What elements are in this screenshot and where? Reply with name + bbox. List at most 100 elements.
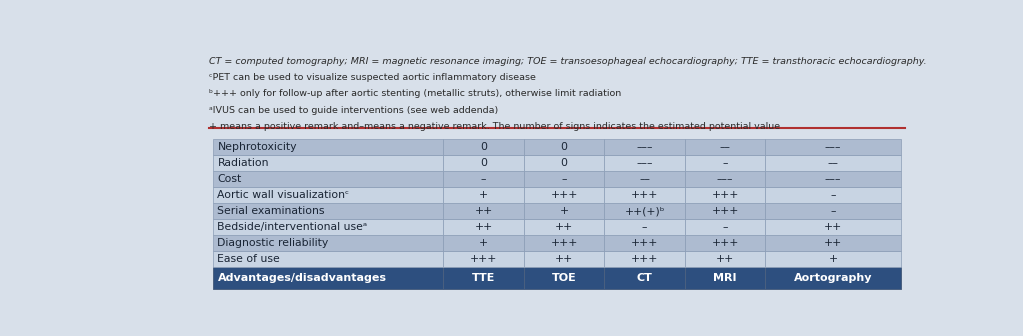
Text: Aortic wall visualizationᶜ: Aortic wall visualizationᶜ — [218, 190, 350, 200]
Text: Nephrotoxicity: Nephrotoxicity — [218, 142, 297, 152]
Bar — [605, 155, 684, 171]
Bar — [605, 139, 684, 155]
Bar — [684, 203, 765, 219]
Text: Diagnostic reliability: Diagnostic reliability — [218, 238, 328, 248]
Bar — [684, 267, 765, 289]
Text: ++(+)ᵇ: ++(+)ᵇ — [624, 206, 665, 216]
Bar — [524, 155, 605, 171]
Text: ++: ++ — [554, 222, 573, 232]
Text: ++: ++ — [475, 206, 493, 216]
Text: +++: +++ — [550, 190, 578, 200]
Bar — [684, 139, 765, 155]
Text: +++: +++ — [550, 238, 578, 248]
Bar — [765, 139, 901, 155]
Text: –: – — [481, 174, 486, 184]
Bar — [443, 155, 524, 171]
Text: 0: 0 — [561, 142, 568, 152]
Text: ++: ++ — [824, 222, 842, 232]
Bar — [443, 267, 524, 289]
Text: –: – — [831, 206, 836, 216]
Bar — [765, 267, 901, 289]
Text: Ease of use: Ease of use — [218, 254, 280, 264]
Bar — [443, 235, 524, 251]
Text: 0: 0 — [480, 158, 487, 168]
Bar — [443, 139, 524, 155]
Bar — [524, 171, 605, 187]
Text: TTE: TTE — [472, 273, 495, 283]
Text: 0: 0 — [480, 142, 487, 152]
Text: Advantages/disadvantages: Advantages/disadvantages — [218, 273, 387, 283]
Bar — [524, 267, 605, 289]
Bar — [213, 187, 443, 203]
Text: +++: +++ — [711, 238, 739, 248]
Text: –: – — [722, 158, 727, 168]
Text: 0: 0 — [561, 158, 568, 168]
Bar — [443, 171, 524, 187]
Text: +++: +++ — [711, 206, 739, 216]
Text: –––: ––– — [636, 142, 653, 152]
Bar — [213, 139, 443, 155]
Bar — [524, 203, 605, 219]
Bar — [524, 219, 605, 235]
Text: –: – — [831, 190, 836, 200]
Text: Cost: Cost — [218, 174, 241, 184]
Bar — [765, 219, 901, 235]
Text: ++: ++ — [554, 254, 573, 264]
Text: Aortography: Aortography — [794, 273, 873, 283]
Text: +++: +++ — [631, 254, 658, 264]
Text: MRI: MRI — [713, 273, 737, 283]
Bar — [213, 251, 443, 267]
Bar — [765, 235, 901, 251]
Text: TOE: TOE — [551, 273, 576, 283]
Text: ––: –– — [828, 158, 839, 168]
Text: +: + — [829, 254, 838, 264]
Text: ᶜPET can be used to visualize suspected aortic inflammatory disease: ᶜPET can be used to visualize suspected … — [209, 73, 536, 82]
Text: ᵃIVUS can be used to guide interventions (see web addenda): ᵃIVUS can be used to guide interventions… — [209, 106, 498, 115]
Bar — [684, 235, 765, 251]
Bar — [213, 235, 443, 251]
Text: CT = computed tomography; MRI = magnetic resonance imaging; TOE = transoesophage: CT = computed tomography; MRI = magnetic… — [209, 57, 927, 66]
Bar — [684, 171, 765, 187]
Bar — [443, 251, 524, 267]
Text: ––: –– — [719, 142, 730, 152]
Text: +++: +++ — [711, 190, 739, 200]
Bar — [213, 171, 443, 187]
Bar — [684, 155, 765, 171]
Bar — [443, 219, 524, 235]
Text: Serial examinations: Serial examinations — [218, 206, 325, 216]
Text: +++: +++ — [631, 238, 658, 248]
Bar — [684, 219, 765, 235]
Text: +: + — [479, 190, 488, 200]
Bar — [684, 187, 765, 203]
Text: ᵇ+++ only for follow-up after aortic stenting (metallic struts), otherwise limit: ᵇ+++ only for follow-up after aortic ste… — [209, 89, 621, 98]
Text: –: – — [641, 222, 648, 232]
Bar — [765, 251, 901, 267]
Text: ++: ++ — [716, 254, 735, 264]
Text: +++: +++ — [631, 190, 658, 200]
Bar — [443, 203, 524, 219]
Bar — [765, 155, 901, 171]
Bar — [605, 203, 684, 219]
Bar — [524, 187, 605, 203]
Bar — [213, 267, 443, 289]
Bar — [605, 267, 684, 289]
Bar — [765, 171, 901, 187]
Text: Bedside/interventional useᵃ: Bedside/interventional useᵃ — [218, 222, 367, 232]
Bar — [213, 155, 443, 171]
Text: +++: +++ — [470, 254, 497, 264]
Text: CT: CT — [636, 273, 653, 283]
Text: +: + — [560, 206, 569, 216]
Bar — [605, 171, 684, 187]
Text: –––: ––– — [825, 142, 841, 152]
Bar — [524, 139, 605, 155]
Text: Radiation: Radiation — [218, 158, 269, 168]
Text: ++: ++ — [475, 222, 493, 232]
Bar — [605, 187, 684, 203]
Bar — [684, 251, 765, 267]
Text: –––: ––– — [825, 174, 841, 184]
Text: –: – — [722, 222, 727, 232]
Bar — [443, 187, 524, 203]
Text: ––: –– — [639, 174, 650, 184]
Bar — [213, 203, 443, 219]
Bar — [605, 251, 684, 267]
